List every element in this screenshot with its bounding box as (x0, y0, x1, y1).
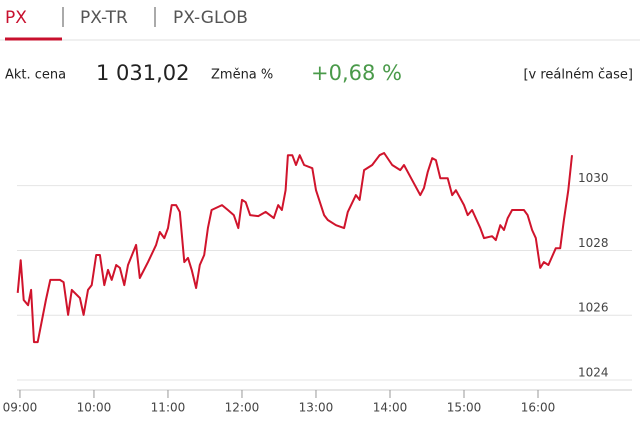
x-tick-label: 11:00 (151, 401, 186, 415)
y-tick-label: 1026 (578, 301, 609, 315)
plot: 1024 1026 1028 1030 09:00 10:00 11:00 12:00 13:0… (3, 152, 632, 415)
x-tick-label: 15:00 (447, 401, 482, 415)
price-label: Akt. cena (5, 68, 66, 83)
price: 1 031,02 (96, 61, 190, 85)
tab[interactable]: PX-GLOB (173, 8, 248, 28)
x-tick-label: 12:00 (225, 401, 260, 415)
y-tick-label: 1028 (578, 236, 609, 250)
x-tick-label: 16:00 (521, 401, 556, 415)
change-label: Změna % (211, 68, 273, 83)
x-tick-label: 13:00 (299, 401, 334, 415)
x-tick-label: 14:00 (373, 401, 408, 415)
realtime-note: [v reálném čase] (523, 68, 633, 83)
change: +0,68 % (311, 61, 402, 85)
x-tick-label: 10:00 (77, 401, 112, 415)
tab[interactable]: PX (5, 8, 27, 28)
x-tick-label: 09:00 (3, 401, 38, 415)
tab[interactable]: PX-TR (80, 8, 128, 28)
y-tick-label: 1030 (578, 171, 609, 185)
y-tick-label: 1024 (578, 365, 609, 379)
price-line (16, 152, 573, 344)
